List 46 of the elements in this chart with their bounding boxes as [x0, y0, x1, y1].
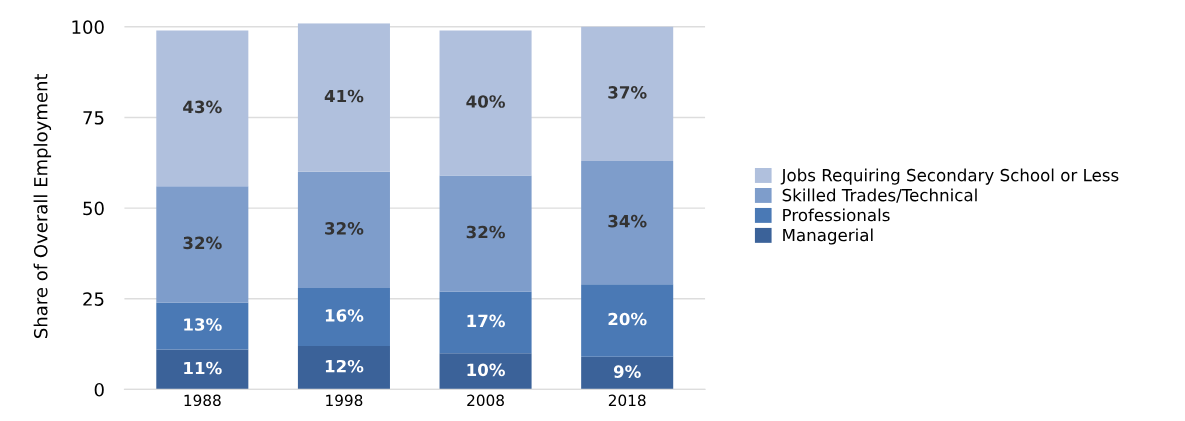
data-label: 16%: [325, 309, 364, 322]
x-tick-label: 2018: [608, 394, 646, 407]
bar: [297, 345, 390, 390]
y-tick-label: 75: [83, 111, 104, 125]
data-label: 10%: [467, 363, 505, 377]
legend-label: Jobs Requiring Secondary School or Less: [780, 168, 1119, 185]
bar: [581, 356, 674, 390]
bar: [156, 186, 249, 303]
y-axis-title: Share of Overall Employment: [33, 73, 52, 338]
y-tick-label: 25: [83, 292, 104, 306]
data-label: 37%: [608, 86, 647, 99]
legend-label: Managerial: [783, 228, 873, 245]
bar: [581, 26, 674, 161]
y-tick-label: 50: [83, 201, 104, 216]
bar: [581, 160, 674, 285]
bar: [156, 302, 249, 350]
bar: [297, 171, 390, 288]
bar: [297, 287, 390, 346]
bar: [439, 353, 532, 390]
y-tick-label: 0: [94, 382, 104, 397]
data-label: 11%: [184, 361, 222, 375]
legend-label: Skilled Trades/Technical: [782, 188, 977, 203]
data-label: 41%: [324, 89, 364, 103]
x-tick-label: 1988: [184, 394, 221, 407]
x-tick-label: 1998: [326, 394, 363, 407]
data-label: 12%: [325, 359, 364, 373]
data-label: 32%: [325, 222, 364, 235]
y-tick-label: 100: [72, 20, 104, 34]
x-tick-label: 2008: [467, 394, 504, 407]
data-label: 32%: [183, 236, 222, 250]
bar: [439, 30, 532, 176]
bar: [297, 23, 390, 172]
data-label: 34%: [608, 214, 647, 228]
bar: [156, 30, 249, 187]
data-label: 17%: [467, 314, 505, 328]
bar: [439, 291, 532, 354]
data-label: 9%: [613, 365, 641, 378]
legend-label: Professionals: [783, 208, 890, 222]
bar: [156, 349, 249, 390]
bar: [581, 284, 674, 357]
data-label: 20%: [608, 312, 647, 326]
data-label: 13%: [184, 318, 222, 331]
bar: [439, 175, 532, 292]
data-label: 40%: [466, 95, 505, 108]
data-label: 32%: [466, 225, 505, 239]
data-label: 43%: [183, 100, 222, 114]
